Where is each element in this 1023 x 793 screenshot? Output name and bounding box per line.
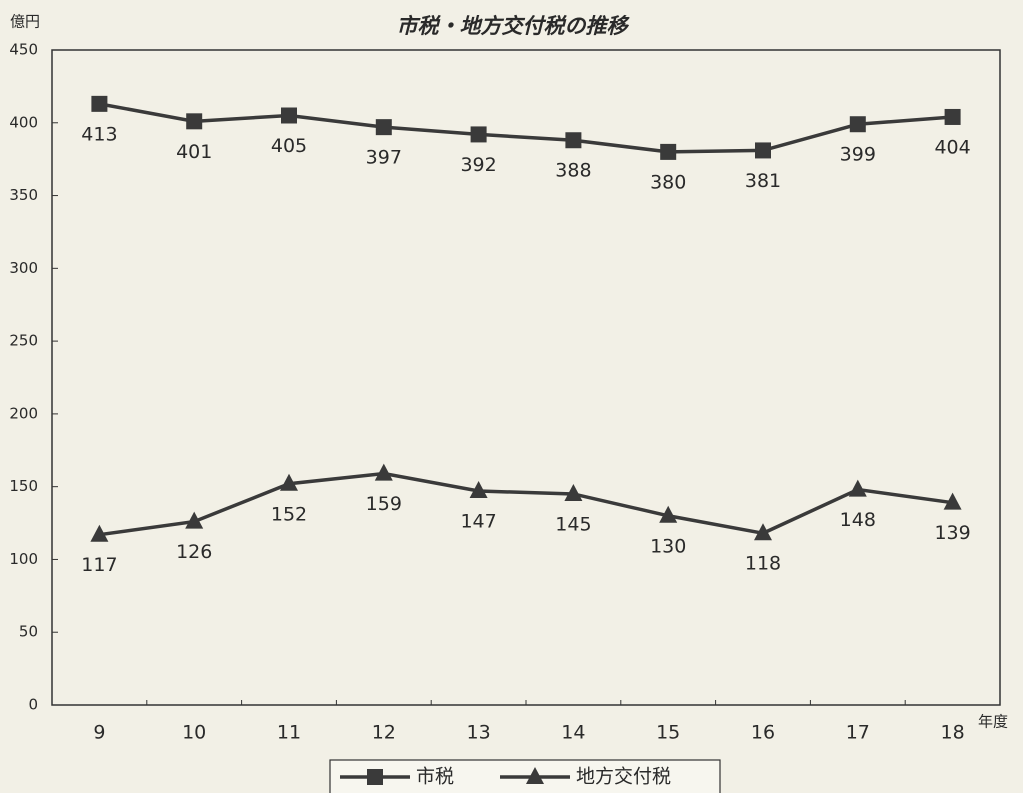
legend-label: 市税 bbox=[416, 766, 454, 788]
data-point bbox=[91, 95, 108, 112]
x-tick-label: 17 bbox=[846, 722, 870, 744]
x-tick-label: 18 bbox=[941, 722, 965, 744]
data-label: 397 bbox=[366, 147, 402, 169]
y-tick-label: 350 bbox=[9, 186, 38, 204]
x-tick-label: 12 bbox=[372, 722, 396, 744]
y-tick-label: 200 bbox=[9, 404, 38, 422]
data-label: 139 bbox=[934, 522, 970, 544]
data-label: 117 bbox=[81, 554, 117, 576]
data-label: 404 bbox=[934, 136, 970, 158]
data-point bbox=[90, 524, 109, 542]
legend-label: 地方交付税 bbox=[576, 766, 671, 788]
data-label: 126 bbox=[176, 541, 212, 563]
series-line bbox=[99, 102, 953, 154]
data-label: 159 bbox=[366, 493, 402, 515]
y-axis-label: 億円 bbox=[10, 13, 40, 31]
legend-marker bbox=[367, 769, 383, 785]
data-label: 152 bbox=[271, 503, 307, 525]
x-tick-label: 15 bbox=[656, 722, 680, 744]
y-tick-label: 250 bbox=[9, 332, 38, 350]
x-tick-label: 10 bbox=[182, 722, 206, 744]
data-point bbox=[280, 473, 298, 491]
data-point bbox=[375, 119, 392, 136]
data-label: 392 bbox=[460, 154, 496, 176]
data-label: 130 bbox=[650, 535, 686, 557]
data-label: 413 bbox=[81, 123, 117, 145]
x-tick-label: 11 bbox=[277, 722, 301, 744]
data-point bbox=[754, 523, 772, 541]
data-label: 405 bbox=[271, 135, 307, 157]
x-axis-label: 年度 bbox=[978, 713, 1008, 731]
data-point bbox=[374, 463, 393, 481]
chart-title: 市税・地方交付税の推移 bbox=[397, 14, 631, 38]
data-label: 118 bbox=[745, 553, 781, 575]
data-label: 399 bbox=[840, 144, 876, 166]
data-point bbox=[186, 113, 203, 130]
y-tick-label: 450 bbox=[9, 41, 38, 59]
x-tick-label: 16 bbox=[751, 722, 775, 744]
y-tick-label: 400 bbox=[9, 113, 38, 131]
data-point bbox=[564, 483, 583, 501]
x-tick-label: 14 bbox=[561, 722, 585, 744]
y-tick-label: 300 bbox=[9, 259, 38, 277]
data-point bbox=[565, 132, 582, 149]
data-label: 388 bbox=[555, 160, 591, 182]
y-tick-label: 100 bbox=[9, 550, 38, 568]
data-point bbox=[944, 108, 961, 125]
data-point bbox=[660, 143, 677, 160]
y-tick-label: 0 bbox=[28, 696, 38, 714]
data-point bbox=[755, 142, 771, 159]
data-point bbox=[848, 479, 867, 497]
data-point bbox=[943, 492, 962, 510]
x-tick-label: 13 bbox=[467, 722, 491, 744]
data-point bbox=[849, 116, 866, 133]
y-tick-label: 150 bbox=[9, 477, 38, 495]
data-label: 148 bbox=[840, 509, 876, 531]
y-tick-label: 50 bbox=[19, 623, 38, 641]
data-point bbox=[659, 505, 678, 523]
data-label: 401 bbox=[176, 141, 212, 163]
data-label: 380 bbox=[650, 171, 686, 193]
data-point bbox=[470, 126, 487, 143]
data-point bbox=[469, 481, 488, 499]
data-point bbox=[281, 107, 297, 124]
data-label: 145 bbox=[555, 513, 591, 535]
series-line bbox=[99, 471, 953, 537]
data-label: 381 bbox=[745, 170, 781, 192]
legend-marker bbox=[526, 767, 544, 784]
data-label: 147 bbox=[460, 511, 496, 533]
data-point bbox=[185, 511, 204, 529]
x-tick-label: 9 bbox=[93, 722, 105, 744]
